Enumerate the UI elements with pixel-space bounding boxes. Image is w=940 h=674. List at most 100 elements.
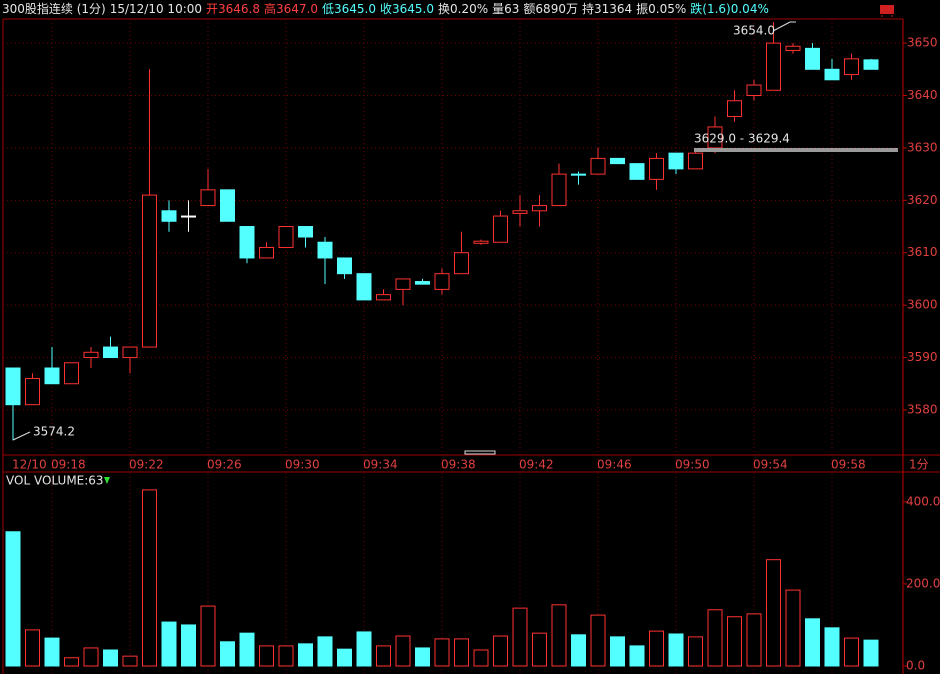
volume-bar <box>239 632 255 667</box>
candle-body <box>337 257 352 275</box>
icon <box>880 5 894 17</box>
volume-bar <box>64 657 79 667</box>
header-item: 额6890万 <box>523 2 578 16</box>
candle-body <box>415 281 430 285</box>
volume-bar <box>181 624 196 667</box>
candle-body <box>532 205 547 212</box>
volume-bar <box>824 627 840 667</box>
candle-body <box>727 100 742 117</box>
y-tick-label: 3610 <box>907 245 938 259</box>
volume-bar <box>356 631 372 667</box>
volume-bar <box>317 636 333 667</box>
header-item: 换0.20% <box>438 2 489 16</box>
volume-bar <box>142 489 157 667</box>
volume-bar <box>473 649 489 667</box>
candle-body <box>493 215 508 243</box>
candle-body <box>649 157 664 180</box>
volume-bar <box>493 635 508 667</box>
candle-body <box>844 58 859 76</box>
volume-bar <box>785 589 801 667</box>
volume-bar <box>298 643 313 667</box>
candle-body <box>473 240 489 244</box>
volume-bar <box>746 613 762 667</box>
header-item: 收3645.0 <box>380 2 435 16</box>
annotation: 3574.2 <box>33 425 75 439</box>
volume-bar <box>863 639 879 667</box>
volume-bar <box>415 647 430 667</box>
y-tick-label: 3640 <box>907 88 938 102</box>
candle-body <box>25 377 40 406</box>
volume-bar <box>25 629 40 667</box>
y-tick-label: 3580 <box>907 402 938 416</box>
header-item: 低3645.0 <box>322 2 377 16</box>
candle-body <box>512 210 528 214</box>
x-tick-label: 09:30 <box>285 458 320 472</box>
volume-bar <box>727 616 742 667</box>
volume-bar <box>610 636 625 667</box>
y-tick-label: 3650 <box>907 36 938 50</box>
candle-body <box>551 173 567 207</box>
x-tick-label: 09:42 <box>519 458 554 472</box>
legend: VOLUME:63 <box>34 474 104 488</box>
x-tick-label: 09:18 <box>51 458 86 472</box>
x-tick-label: 12/10 <box>12 458 47 472</box>
y-tick-label: 3600 <box>907 298 938 312</box>
candle-body <box>44 367 60 385</box>
volume-bar <box>590 614 606 667</box>
candle-body <box>220 189 235 222</box>
volume-bar <box>5 531 21 667</box>
candle-body <box>161 210 177 222</box>
candle-body <box>5 367 21 406</box>
header-item: 量63 <box>492 2 520 16</box>
volume-bar <box>668 633 684 667</box>
candle-body <box>454 252 469 275</box>
volume-bar <box>629 645 645 667</box>
volume-bar <box>844 637 859 667</box>
candle-body <box>376 294 391 301</box>
volume-bar <box>434 638 450 667</box>
candle-body <box>824 68 840 81</box>
volume-bar <box>220 641 235 667</box>
volume-bar <box>161 621 177 667</box>
candle-body <box>863 59 879 70</box>
candle-body <box>746 84 762 97</box>
candle-body <box>122 346 138 359</box>
x-tick-label: 09:54 <box>753 458 788 472</box>
x-tick-label: 09:50 <box>675 458 710 472</box>
y-tick-label: 0.0 <box>906 659 925 673</box>
candle-body <box>766 42 781 91</box>
volume-bar <box>766 559 781 667</box>
volume-bar <box>278 645 294 667</box>
volume-bar <box>688 636 703 667</box>
volume-bar <box>337 648 352 667</box>
candle-body <box>668 152 684 170</box>
candle-body <box>707 126 723 149</box>
annotation: 3654.0 <box>733 24 775 38</box>
header: 300股指连续 (1分) 15/12/10 10:00 开3646.8 高3647.0… <box>2 0 773 18</box>
header-item: 振0.05% <box>636 2 687 16</box>
x-tick-label: 09:46 <box>597 458 632 472</box>
candle-body <box>571 173 586 176</box>
header-item: 300股指连续 (1分) <box>2 2 106 16</box>
candle-body <box>610 157 625 165</box>
header-item: 15/12/10 10:00 <box>109 2 203 16</box>
volume-bar <box>454 638 469 667</box>
volume-bar <box>83 647 99 667</box>
volume-bar <box>259 645 274 667</box>
volume-bar <box>103 649 118 667</box>
volume-bar <box>649 630 664 667</box>
volume-bar <box>532 632 547 667</box>
y-tick-label: 200.0 <box>906 576 940 590</box>
annotation: 3629.0 - 3629.4 <box>694 132 790 146</box>
y-tick-label: 3590 <box>907 350 938 364</box>
candle-body <box>278 226 294 248</box>
x-tick-label: 09:22 <box>129 458 164 472</box>
volume-bar <box>512 607 528 667</box>
candle-body <box>64 362 79 385</box>
y-tick-label: 3630 <box>907 140 938 154</box>
legend-arrow <box>104 477 110 484</box>
candle-body <box>142 194 157 348</box>
candle-body <box>83 351 99 359</box>
